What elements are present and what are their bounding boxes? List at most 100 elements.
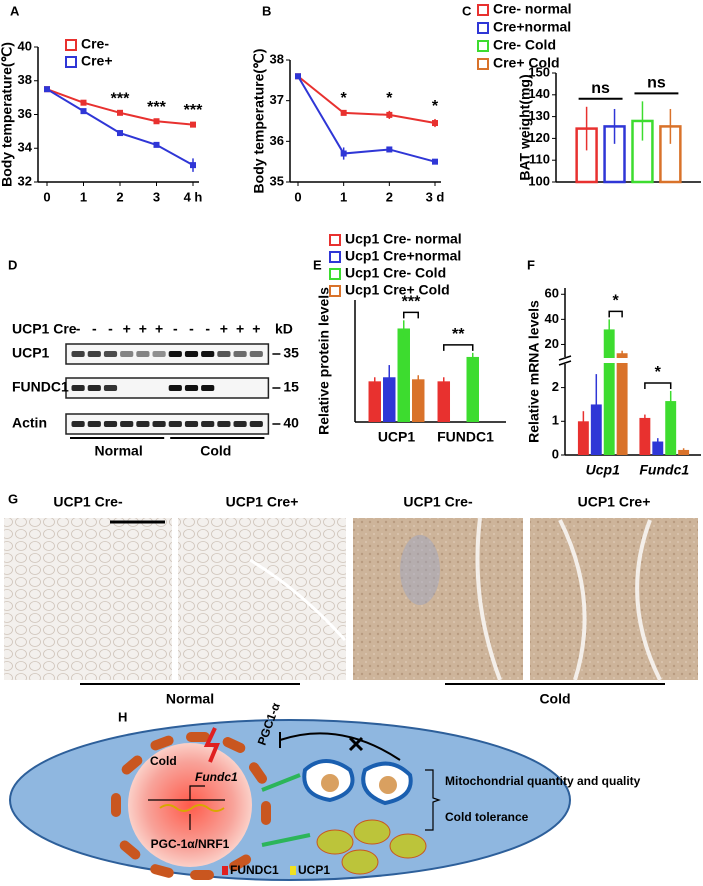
lane-sign: - xyxy=(92,321,97,337)
y-tick-label: 34 xyxy=(18,140,33,155)
annotation: *** xyxy=(111,90,130,107)
panel-label: C xyxy=(462,3,472,18)
y-tick-label: 150 xyxy=(528,64,550,79)
bar xyxy=(411,379,425,422)
label: Fundc1 xyxy=(195,770,238,784)
bar xyxy=(383,377,396,422)
blot-header: UCP1 Cre xyxy=(12,321,77,337)
band xyxy=(103,351,118,357)
y-tick-label: 32 xyxy=(18,173,32,188)
panel-label: B xyxy=(262,3,271,18)
legend-swatch xyxy=(477,58,489,70)
point xyxy=(44,86,50,93)
y-tick-label: 100 xyxy=(528,173,550,188)
legend-label: Ucp1 Cre- Cold xyxy=(345,265,446,281)
inhibition xyxy=(279,732,401,761)
legend-swatch xyxy=(477,4,489,16)
bar xyxy=(639,417,651,455)
annotation: ns xyxy=(591,80,610,97)
point xyxy=(80,99,87,106)
legend-swatch xyxy=(65,56,77,68)
annotation: *** xyxy=(402,294,421,311)
point xyxy=(340,150,347,157)
y-tick-label: 38 xyxy=(18,72,32,87)
arrow xyxy=(261,773,301,792)
band xyxy=(71,421,85,427)
lane-sign: - xyxy=(108,321,113,337)
point xyxy=(386,111,393,118)
arrow xyxy=(261,833,311,847)
x-tick-label: 1 xyxy=(80,189,87,204)
series-line xyxy=(297,75,436,125)
group-label: Normal xyxy=(166,691,214,707)
outcome: Mitochondrial quantity and quality xyxy=(445,774,641,788)
y-axis-label: BAT weight(mg) xyxy=(517,74,533,180)
mito xyxy=(321,774,339,792)
legend-swatch xyxy=(65,39,77,51)
lightning xyxy=(203,727,220,763)
lane-sign: - xyxy=(189,321,194,337)
blot-frame xyxy=(65,377,270,399)
blot-unit: kD xyxy=(275,321,293,337)
point xyxy=(295,73,301,80)
panel-label: H xyxy=(118,709,127,724)
bar xyxy=(437,381,451,422)
band xyxy=(201,385,215,391)
legend-swatch xyxy=(477,40,489,52)
lane-sign: + xyxy=(123,321,131,337)
y-tick-label: 36 xyxy=(270,133,284,148)
band xyxy=(120,421,134,427)
vessel xyxy=(475,517,502,681)
bracket xyxy=(402,311,419,319)
vessel xyxy=(558,519,662,681)
band xyxy=(71,385,85,391)
row-label: FUNDC1 xyxy=(12,379,69,395)
band xyxy=(168,385,182,391)
x-tick-label: UCP1 xyxy=(378,429,416,445)
lane-sign: + xyxy=(220,321,228,337)
y-tick-label: 20 xyxy=(545,336,559,351)
band xyxy=(217,421,231,427)
legend-label: Cre+normal xyxy=(493,19,571,35)
legend-label: Cre+ xyxy=(81,53,113,69)
band xyxy=(184,421,199,427)
legend-label: UCP1 xyxy=(298,863,330,877)
legend-label: Cre- normal xyxy=(493,1,572,17)
legend-label: Cre- Cold xyxy=(493,37,556,53)
point xyxy=(432,158,438,165)
band xyxy=(201,351,215,357)
panel-label: A xyxy=(10,3,20,18)
legend-swatch xyxy=(329,234,341,246)
micrograph xyxy=(353,518,523,680)
annotation: * xyxy=(341,90,348,107)
kd-label: 35 xyxy=(283,345,299,361)
x-tick-label: FUNDC1 xyxy=(437,429,494,445)
band xyxy=(87,421,101,427)
panel-title: UCP1 Cre+ xyxy=(226,494,299,510)
legend-swatch xyxy=(329,285,341,297)
legend-swatch xyxy=(222,866,228,875)
band xyxy=(120,351,134,357)
lane-sign: + xyxy=(236,321,244,337)
y-tick-label: 0 xyxy=(552,446,559,461)
panel-title: UCP1 Cre- xyxy=(53,494,123,510)
band xyxy=(136,351,150,357)
legend-label: Ucp1 Cre+ Cold xyxy=(345,282,450,298)
y-tick-label: 120 xyxy=(528,130,550,145)
legend-label: FUNDC1 xyxy=(230,863,279,877)
y-tick-label: 110 xyxy=(529,152,550,167)
annotation: * xyxy=(386,90,393,107)
micrograph xyxy=(530,518,698,680)
dna xyxy=(159,804,225,812)
stain xyxy=(400,535,440,605)
lane-sign: + xyxy=(139,321,147,337)
panel-title: UCP1 Cre- xyxy=(403,494,473,510)
point xyxy=(117,130,123,137)
bar xyxy=(577,421,589,455)
lane-sign: - xyxy=(76,321,81,337)
panel-title: UCP1 Cre+ xyxy=(578,494,651,510)
row-label: Actin xyxy=(12,415,47,431)
y-axis-label: Relative mRNA levels xyxy=(526,300,542,443)
band xyxy=(168,351,182,357)
